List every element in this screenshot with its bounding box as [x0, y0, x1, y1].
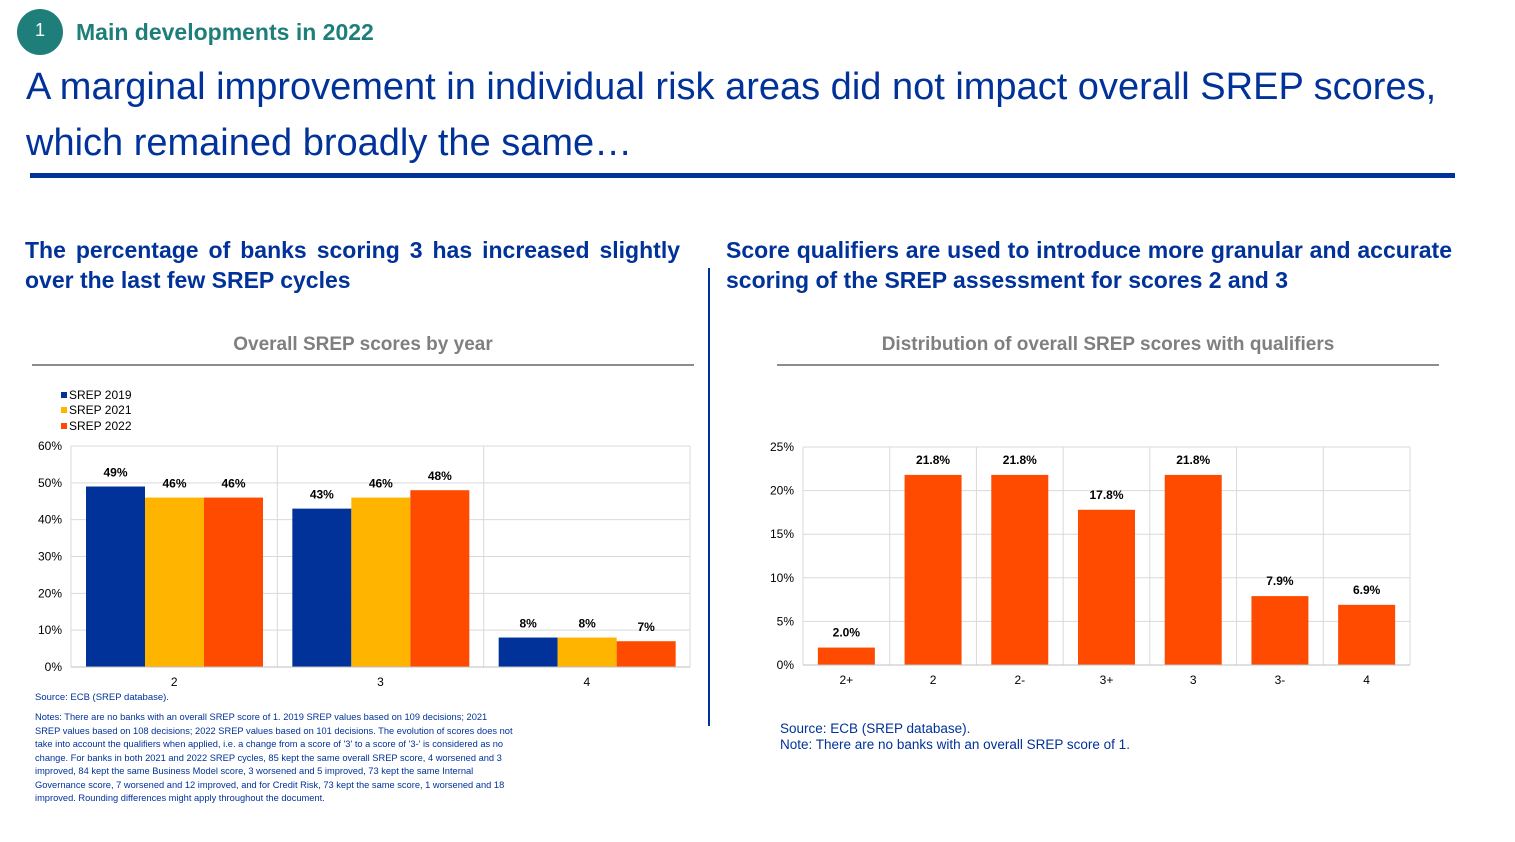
left-chart: 0%10%20%30%40%50%60%49%46% 46%243%46%48%3…: [38, 439, 691, 689]
x-tick-label: 2+: [840, 673, 854, 687]
right-chart: 0% 5% 10% 15% 20% 25% 2.0% 2+ 21.8% 2 21.8% 2- 17.8%…: [770, 440, 1411, 687]
y-tick-label: 10%: [770, 571, 794, 585]
bar: [904, 474, 962, 665]
y-tick-label: 25%: [770, 440, 794, 454]
data-label: 49%: [103, 466, 127, 480]
bar: [991, 474, 1049, 665]
y-tick-label: 50%: [38, 476, 62, 490]
x-tick-label: 2: [171, 675, 178, 689]
left-notes: Notes: There are no banks with an overal…: [35, 712, 513, 803]
data-label: 46%: [369, 477, 393, 491]
data-label: 7%: [637, 620, 655, 634]
legend-swatch-srep2019: [61, 391, 67, 398]
x-tick-label: 2: [930, 673, 937, 687]
data-label: 8%: [519, 617, 537, 631]
y-tick-label: 0%: [45, 660, 63, 674]
page-title: A marginal improvement in individual ris…: [26, 66, 1437, 164]
section-title: Main developments in 2022: [76, 19, 374, 45]
x-tick-label: 4: [1363, 673, 1370, 687]
bar: [498, 637, 558, 667]
bar: [557, 637, 617, 667]
y-tick-label: 10%: [38, 623, 62, 637]
bar: [1338, 604, 1396, 665]
x-tick-label: 3: [1190, 673, 1197, 687]
left-chart-legend: SREP 2019 SREP 2021 SREP 2022: [61, 387, 132, 434]
right-source-block: Source: ECB (SREP database). Note: There…: [780, 721, 1130, 753]
right-note: Note: There are no banks with an overall…: [780, 737, 1130, 752]
left-panel-subtitle: The percentage of banks scoring 3 has in…: [25, 237, 680, 293]
right-chart-title: Distribution of overall SREP scores with…: [881, 334, 1335, 355]
y-tick-label: 15%: [770, 527, 794, 541]
data-label: 21.8%: [916, 453, 950, 467]
right-source: Source: ECB (SREP database).: [780, 721, 971, 736]
bar: [1164, 474, 1222, 665]
title-underline: [30, 173, 1455, 178]
section-number-badge: 1: [17, 9, 63, 55]
bar: [616, 641, 676, 667]
legend-label-srep2019: SREP 2019: [69, 387, 132, 402]
panel-divider: [708, 268, 710, 726]
x-tick-label: 3: [377, 675, 384, 689]
y-tick-label: 60%: [38, 439, 62, 453]
right-panel-subtitle: Score qualifiers are used to introduce m…: [726, 237, 1452, 293]
data-label: 21.8%: [1176, 453, 1210, 467]
legend-swatch-srep2021: [61, 407, 67, 414]
data-label: 7.9%: [1266, 574, 1294, 588]
bar: [1251, 596, 1309, 665]
x-tick-label: 3-: [1275, 673, 1286, 687]
data-label: 48%: [428, 469, 452, 483]
x-tick-label: 4: [583, 675, 590, 689]
bar: [351, 497, 411, 667]
data-label: 46%: [221, 477, 245, 491]
y-tick-label: 5%: [777, 614, 795, 628]
data-label: 6.9%: [1353, 583, 1381, 597]
bar: [410, 490, 470, 667]
legend-item-srep2021: SREP 2021: [61, 403, 132, 419]
y-tick-label: 30%: [38, 550, 62, 564]
x-tick-label: 3+: [1100, 673, 1114, 687]
legend-item-srep2022: SREP 2022: [61, 418, 132, 434]
bar: [292, 508, 352, 667]
data-label: 46%: [162, 477, 186, 491]
bar: [86, 486, 145, 667]
left-chart-title-rule: [32, 364, 694, 366]
y-tick-label: 20%: [38, 586, 62, 600]
y-tick-label: 40%: [38, 513, 62, 527]
y-tick-label: 0%: [777, 658, 795, 672]
legend-label-srep2021: SREP 2021: [69, 403, 132, 418]
data-label: 21.8%: [1003, 453, 1037, 467]
legend-swatch-srep2022: [61, 422, 67, 429]
left-source: Source: ECB (SREP database).: [35, 692, 169, 703]
bar: [145, 497, 204, 667]
y-tick-label: 20%: [770, 484, 794, 498]
bar: [817, 647, 875, 665]
legend-item-srep2019: SREP 2019: [61, 387, 132, 403]
data-label: 17.8%: [1089, 488, 1123, 502]
data-label: 43%: [310, 488, 334, 502]
legend-label-srep2022: SREP 2022: [69, 418, 132, 433]
data-label: 8%: [578, 617, 596, 631]
bar: [204, 497, 263, 667]
right-chart-title-rule: [777, 364, 1439, 366]
data-label: 2.0%: [833, 626, 861, 640]
x-tick-label: 2-: [1014, 673, 1025, 687]
left-chart-title: Overall SREP scores by year: [233, 334, 493, 355]
bar: [1078, 509, 1135, 665]
